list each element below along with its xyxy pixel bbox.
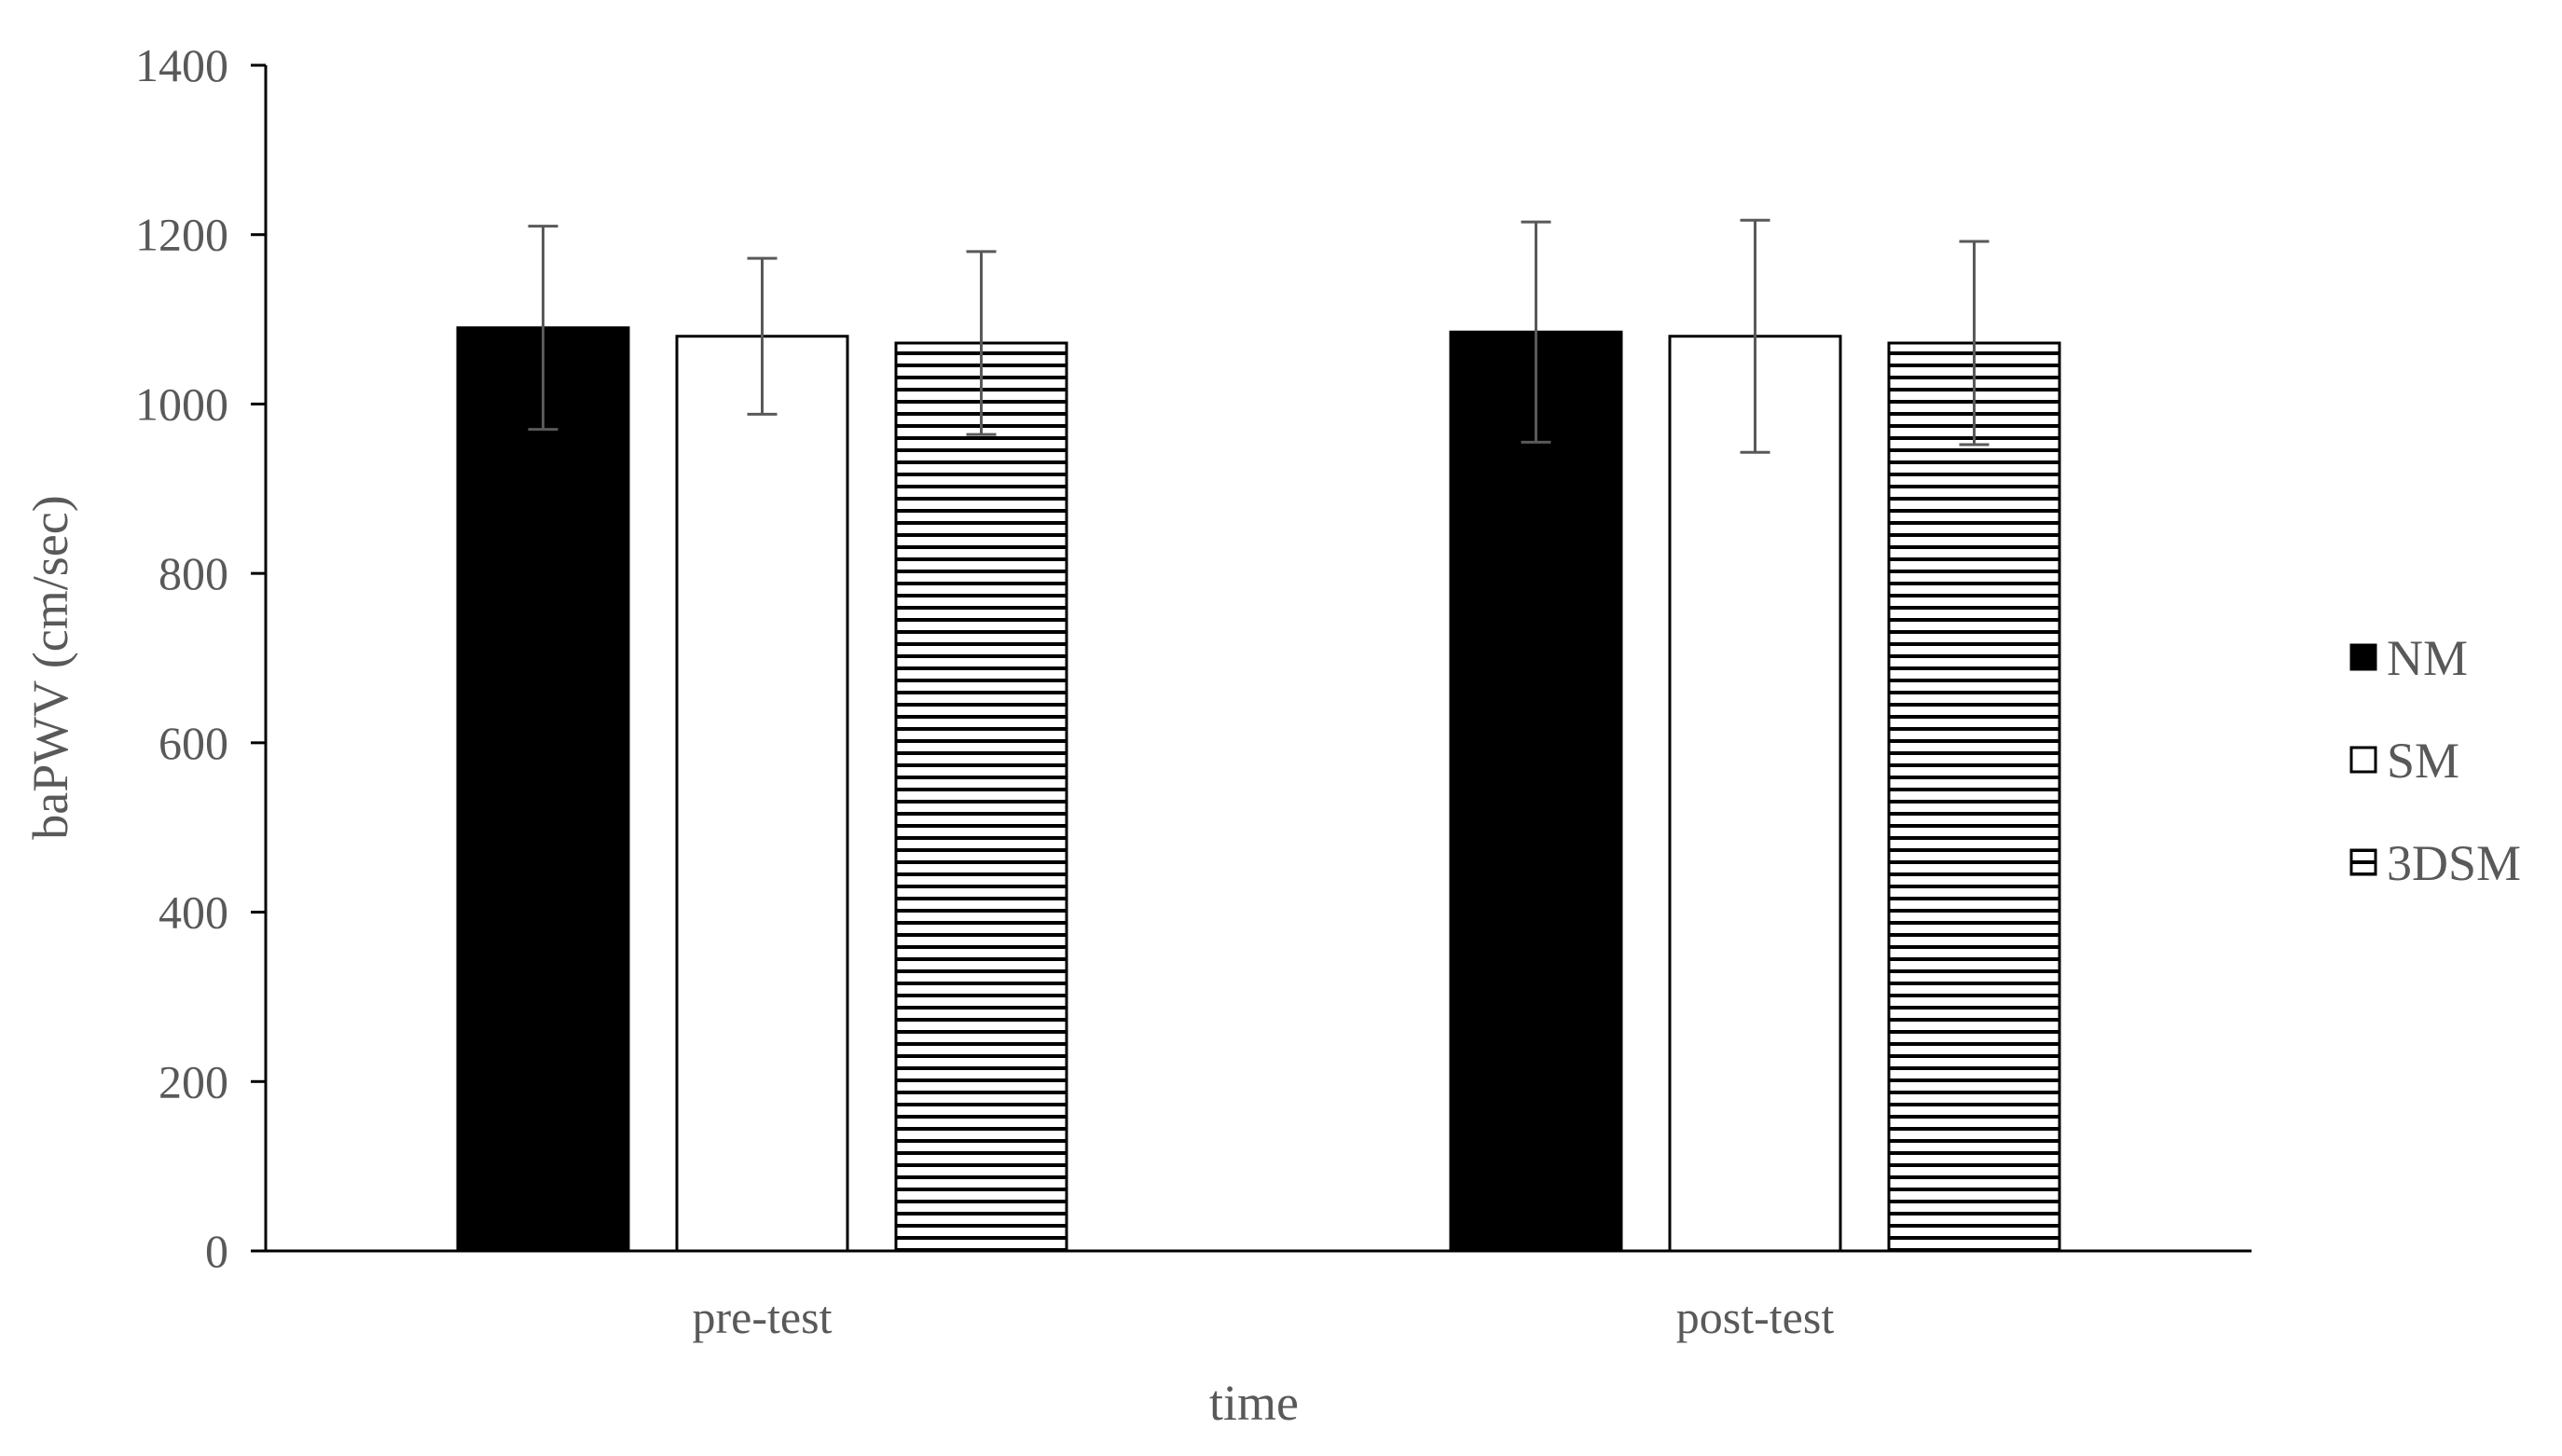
x-axis-ticks: pre-test post-test (693, 1291, 1835, 1343)
y-tick-label: 0 (205, 1225, 228, 1277)
legend-swatch-nm (2349, 643, 2377, 671)
legend-label-nm: NM (2387, 630, 2468, 686)
x-axis-title: time (1209, 1375, 1299, 1431)
legend-swatch-3dsm (2349, 848, 2377, 876)
y-tick-label: 800 (158, 547, 228, 599)
y-tick-label: 400 (158, 886, 228, 939)
bar-3dsm-post-test (1887, 341, 2061, 1253)
y-axis-ticks: 0 200 400 600 800 1000 1200 1400 (135, 39, 266, 1277)
bars-layer (456, 326, 2061, 1253)
x-tick-label: pre-test (693, 1291, 833, 1343)
y-tick-label: 1200 (135, 209, 228, 261)
y-tick-label: 1000 (135, 378, 228, 430)
y-tick-label: 1400 (135, 39, 228, 91)
y-tick-label: 200 (158, 1055, 228, 1107)
legend-label-3dsm: 3DSM (2387, 835, 2521, 891)
bar-nm-post-test (1449, 330, 1623, 1253)
legend-label-sm: SM (2387, 733, 2459, 789)
bar-nm-pre-test (456, 326, 630, 1253)
bar-sm-post-test (1668, 335, 1842, 1253)
legend-swatch-sm (2349, 746, 2377, 774)
bar-3dsm-pre-test (894, 341, 1068, 1253)
error-bars-layer (528, 218, 1990, 454)
bar-sm-pre-test (675, 335, 849, 1253)
x-tick-label: post-test (1676, 1291, 1835, 1343)
y-tick-label: 600 (158, 717, 228, 769)
legend: NM SM 3DSM (2349, 630, 2521, 891)
y-axis-title: baPWV (cm/sec) (22, 495, 78, 839)
